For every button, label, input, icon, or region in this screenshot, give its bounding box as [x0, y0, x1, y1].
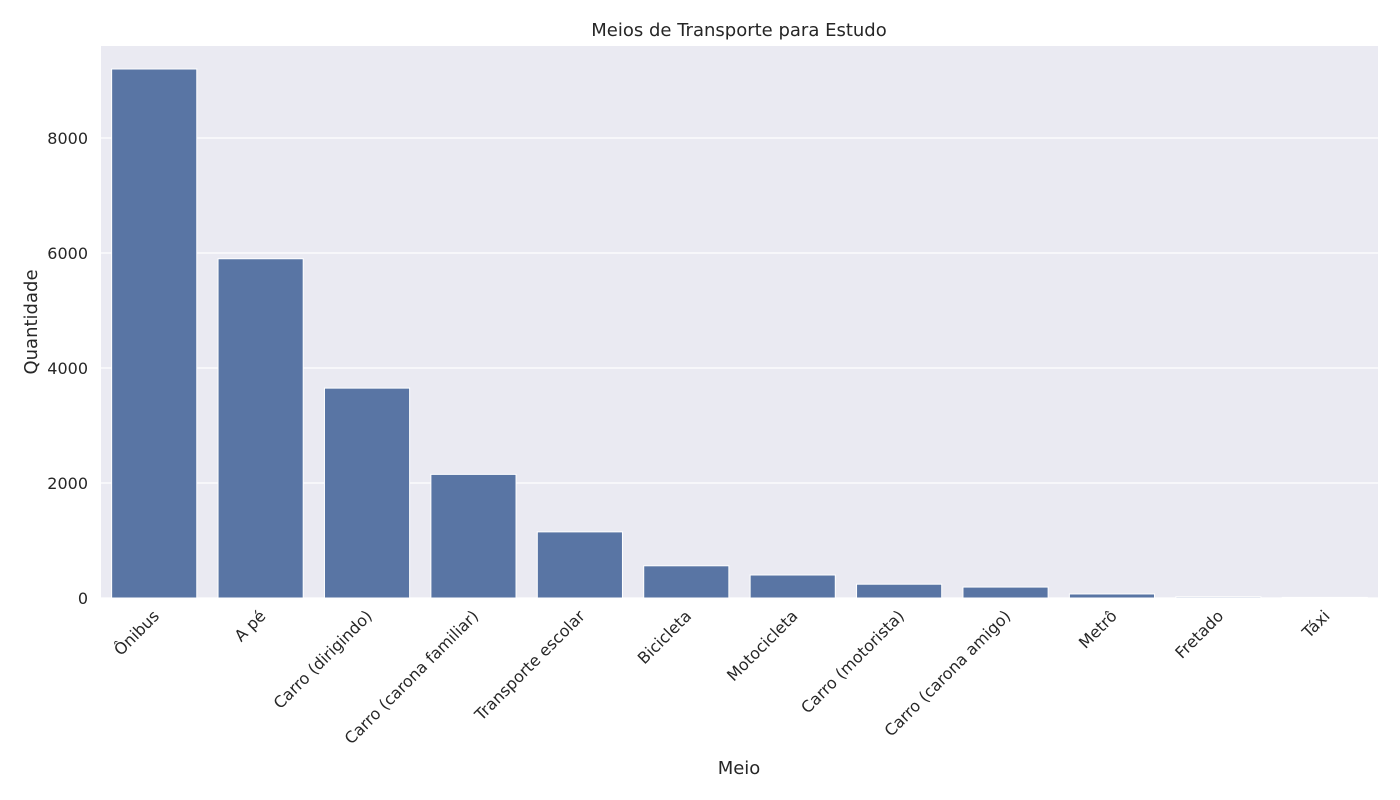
- x-tick-label: Bicicleta: [634, 606, 695, 667]
- x-tick-label: Metrô: [1075, 606, 1121, 652]
- x-tick-label: Táxi: [1298, 606, 1334, 642]
- bar-2: [323, 387, 411, 599]
- bar-11: [1281, 596, 1368, 599]
- y-tick-label: 4000: [47, 359, 88, 378]
- x-tick-label: Fretado: [1171, 606, 1227, 662]
- y-tick-label: 8000: [47, 129, 88, 148]
- gridlines: [101, 137, 1378, 599]
- bar-1: [217, 258, 304, 599]
- chart-title: Meios de Transporte para Estudo: [591, 20, 886, 41]
- x-tick-label: A pé: [231, 606, 270, 645]
- x-tick-label: Carro (motorista): [797, 606, 908, 717]
- bar-9: [1068, 593, 1156, 599]
- bar-7: [856, 583, 943, 599]
- x-axis-label: Meio: [718, 758, 761, 779]
- y-tick-label: 0: [78, 589, 88, 608]
- x-tick-label: Carro (dirigindo): [270, 606, 376, 712]
- bar-5: [643, 565, 730, 599]
- bar-10: [1175, 596, 1262, 599]
- y-tick-label: 6000: [47, 244, 88, 263]
- y-tick-labels: 0 2000 4000 6000 8000: [47, 129, 88, 608]
- x-tick-label: Motocicleta: [723, 606, 802, 685]
- x-tick-labels: Ônibus A pé Carro (dirigindo)Carro (carona…: [110, 606, 1333, 748]
- bar-6: [749, 574, 836, 599]
- bars: [111, 68, 1368, 599]
- y-tick-label: 2000: [47, 474, 88, 493]
- bar-4: [536, 531, 623, 599]
- bar-0: [111, 68, 198, 599]
- bar-8: [962, 586, 1049, 599]
- y-axis-label: Quantidade: [21, 269, 42, 374]
- bar-3: [430, 473, 517, 599]
- x-tick-label: Ônibus: [110, 606, 163, 659]
- x-tick-label: Transporte escolar: [470, 606, 589, 725]
